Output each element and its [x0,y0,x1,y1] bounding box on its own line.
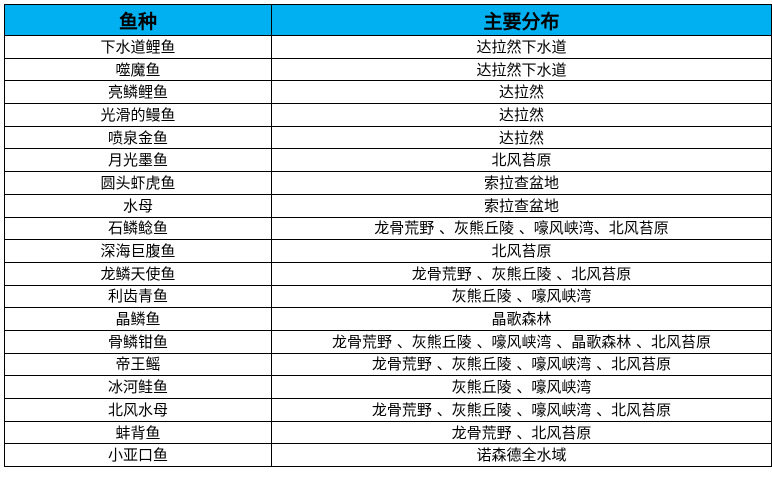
fish-name-cell: 光滑的鳗鱼 [4,103,272,127]
table-row: 龙鳞天使鱼 龙骨荒野 、灰熊丘陵 、北风苔原 [4,261,772,286]
distribution-cell: 诺森德全水域 [271,443,772,468]
table-row: 北风水母 龙骨荒野 、灰熊丘陵 、嚎风峡湾 、北风苔原 [4,398,772,422]
table-row: 喷泉金鱼 达拉然 [4,125,772,150]
distribution-cell: 灰熊丘陵 、嚎风峡湾 [271,284,772,309]
fish-name-cell: 利齿青鱼 [4,284,272,309]
table-row: 石鳞鲶鱼 龙骨荒野 、灰熊丘陵 、嚎风峡湾、北风苔原 [4,216,772,241]
distribution-cell: 龙骨荒野 、灰熊丘陵 、北风苔原 [271,261,772,286]
table-row: 帝王鳐 龙骨荒野 、灰熊丘陵 、嚎风峡湾 、北风苔原 [4,352,772,377]
fish-name-cell: 石鳞鲶鱼 [4,216,272,241]
fish-name-cell: 喷泉金鱼 [4,125,272,150]
table-row: 蚌背鱼 龙骨荒野 、北风苔原 [4,420,772,445]
fish-name-cell: 龙鳞天使鱼 [4,261,272,286]
table-row: 冰河鲑鱼 灰熊丘陵 、嚎风峡湾 [4,375,772,399]
table-row: 深海巨腹鱼 北风苔原 [4,239,772,263]
fish-name-cell: 冰河鲑鱼 [4,375,272,399]
distribution-cell: 达拉然 [271,103,772,127]
fish-name-cell: 噬魔鱼 [4,57,272,82]
table-row: 圆头虾虎鱼 索拉查盆地 [4,171,772,195]
distribution-cell: 龙骨荒野 、灰熊丘陵 、嚎风峡湾 、晶歌森林 、北风苔原 [271,329,772,354]
fish-name-cell: 月光墨鱼 [4,148,272,173]
fish-name-cell: 圆头虾虎鱼 [4,171,272,195]
table-row: 下水道鲤鱼 达拉然下水道 [4,35,772,59]
table-row: 利齿青鱼 灰熊丘陵 、嚎风峡湾 [4,284,772,309]
distribution-cell: 龙骨荒野 、灰熊丘陵 、嚎风峡湾、北风苔原 [271,216,772,241]
fish-name-cell: 亮鳞鲤鱼 [4,80,272,105]
distribution-cell: 灰熊丘陵 、嚎风峡湾 [271,375,772,399]
fish-name-cell: 帝王鳐 [4,352,272,377]
table-row: 水母 索拉查盆地 [4,193,772,218]
distribution-cell: 索拉查盆地 [271,171,772,195]
table-row: 骨鳞钳鱼 龙骨荒野 、灰熊丘陵 、嚎风峡湾 、晶歌森林 、北风苔原 [4,329,772,354]
distribution-cell: 龙骨荒野 、灰熊丘陵 、嚎风峡湾 、北风苔原 [271,398,772,422]
distribution-cell: 达拉然下水道 [271,57,772,82]
table-header-row: 鱼种 主要分布 [4,4,772,36]
distribution-cell: 达拉然下水道 [271,35,772,59]
distribution-cell: 龙骨荒野 、北风苔原 [271,420,772,445]
table-row: 晶鳞鱼 晶歌森林 [4,307,772,331]
header-main-distribution: 主要分布 [271,4,772,36]
fish-name-cell: 骨鳞钳鱼 [4,329,272,354]
table-row: 小亚口鱼 诺森德全水域 [4,443,772,468]
table-row: 亮鳞鲤鱼 达拉然 [4,80,772,105]
distribution-cell: 北风苔原 [271,239,772,263]
fish-name-cell: 下水道鲤鱼 [4,35,272,59]
fish-name-cell: 北风水母 [4,398,272,422]
fish-distribution-table-container: 鱼种 主要分布 下水道鲤鱼 达拉然下水道 噬魔鱼 达拉然下水道 亮鳞鲤鱼 达拉然… [4,4,772,468]
distribution-cell: 北风苔原 [271,148,772,173]
fish-name-cell: 小亚口鱼 [4,443,272,468]
distribution-cell: 达拉然 [271,125,772,150]
header-fish-species: 鱼种 [4,4,272,36]
fish-distribution-table: 鱼种 主要分布 下水道鲤鱼 达拉然下水道 噬魔鱼 达拉然下水道 亮鳞鲤鱼 达拉然… [4,4,772,468]
fish-name-cell: 蚌背鱼 [4,420,272,445]
distribution-cell: 晶歌森林 [271,307,772,331]
distribution-cell: 索拉查盆地 [271,193,772,218]
table-row: 噬魔鱼 达拉然下水道 [4,57,772,82]
fish-name-cell: 晶鳞鱼 [4,307,272,331]
distribution-cell: 龙骨荒野 、灰熊丘陵 、嚎风峡湾 、北风苔原 [271,352,772,377]
fish-name-cell: 水母 [4,193,272,218]
fish-name-cell: 深海巨腹鱼 [4,239,272,263]
table-row: 光滑的鳗鱼 达拉然 [4,103,772,127]
distribution-cell: 达拉然 [271,80,772,105]
table-row: 月光墨鱼 北风苔原 [4,148,772,173]
